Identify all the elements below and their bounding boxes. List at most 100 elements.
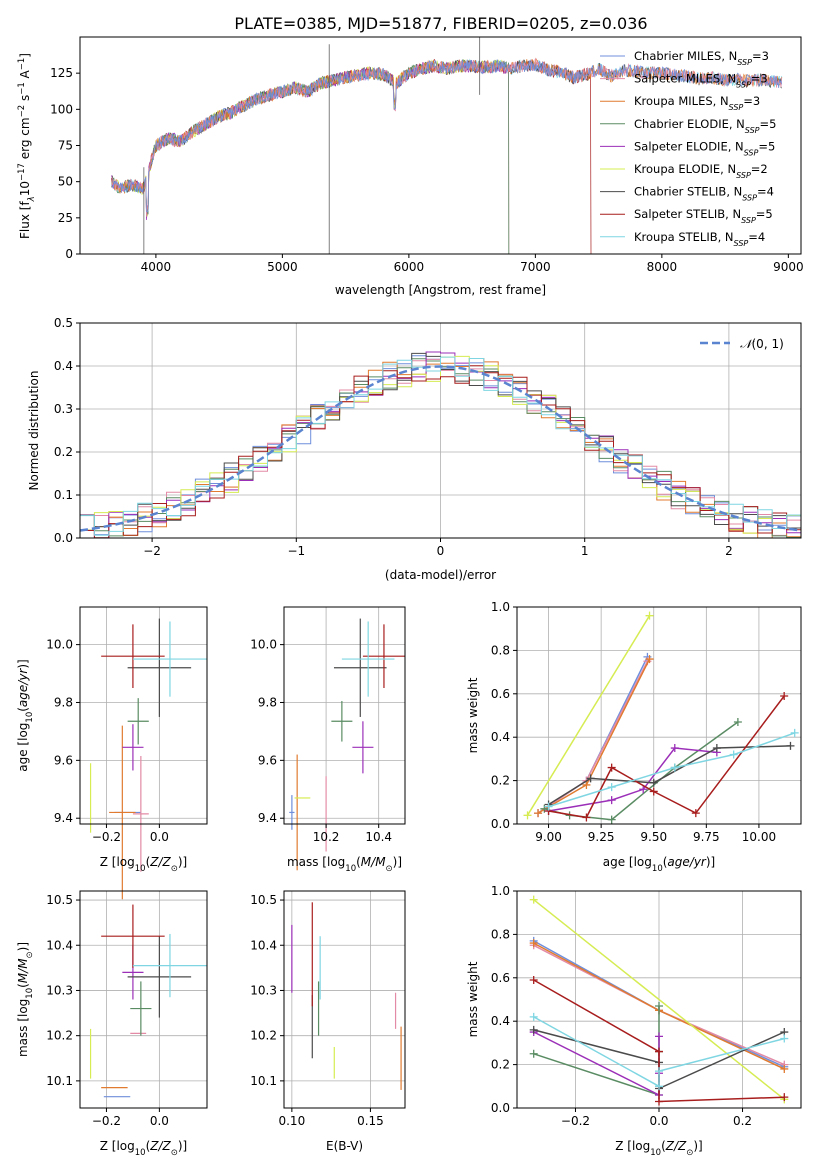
y-tick-label: 10.4 bbox=[250, 938, 277, 952]
label-part: ( bbox=[146, 1139, 151, 1153]
label-part: )] bbox=[393, 855, 402, 869]
label-part: )] bbox=[706, 855, 715, 869]
data-point bbox=[670, 744, 679, 753]
y-tick-label: 1.0 bbox=[491, 884, 510, 898]
y-tick-label: 25 bbox=[58, 211, 73, 225]
series-line bbox=[537, 658, 651, 814]
legend-sub: SSP bbox=[745, 125, 760, 134]
legend-text: Salpeter MILES, N bbox=[634, 72, 736, 86]
y-tick-label: 0.4 bbox=[491, 1014, 510, 1028]
x-tick-label: 10.4 bbox=[365, 830, 392, 844]
legend-count: =3 bbox=[752, 49, 769, 63]
x-tick-label: −1 bbox=[287, 544, 305, 558]
legend-count: =5 bbox=[758, 139, 775, 153]
y-tick-label: 0.4 bbox=[54, 359, 73, 373]
y-tick-label: 9.8 bbox=[258, 695, 277, 709]
x-tick-label: 0.0 bbox=[649, 1114, 668, 1128]
y-axis-label: mass [log10(M/M⊙)] bbox=[16, 942, 35, 1057]
legend-sub: SSP bbox=[744, 148, 759, 157]
data-point bbox=[655, 1047, 663, 1056]
axes-residuals: −2 −1 0 1 2 0.0 0.1 0.2 0.3 0.4 0.5 𝒩(0, 1) (data-mo… bbox=[27, 316, 802, 582]
series-line bbox=[537, 656, 649, 814]
label-part: Z/Z bbox=[149, 1139, 171, 1153]
series-line bbox=[533, 1016, 785, 1088]
plot-area bbox=[89, 904, 207, 1098]
legend-sub: SSP bbox=[729, 103, 744, 112]
legend-entry: Chabrier STELIB, NSSP=4 bbox=[634, 185, 774, 203]
histogram-steps bbox=[80, 365, 801, 538]
x-tick-label: 10.00 bbox=[742, 830, 776, 844]
data-point bbox=[529, 1049, 538, 1058]
plot-area bbox=[291, 902, 402, 1090]
x-tick-label: 2 bbox=[725, 544, 733, 558]
legend-text: (0, 1) bbox=[752, 337, 784, 351]
y-tick-label: 10.2 bbox=[46, 1029, 73, 1043]
legend-entry: Kroupa STELIB, NSSP=4 bbox=[634, 230, 765, 248]
label-part: )] bbox=[693, 1139, 702, 1153]
y-axis-label: age [log10(age/yr)] bbox=[16, 659, 35, 771]
legend-count: =2 bbox=[751, 162, 768, 176]
x-tick-label: −0.2 bbox=[561, 1114, 590, 1128]
data-point bbox=[540, 804, 549, 813]
label-part: ⊙ bbox=[171, 1148, 178, 1158]
data-point bbox=[523, 811, 532, 820]
plot-area bbox=[289, 618, 405, 871]
label-part: ] bbox=[18, 53, 32, 58]
label-part: M/M bbox=[16, 958, 30, 983]
series-line bbox=[526, 615, 651, 816]
data-point bbox=[607, 815, 616, 824]
legend-text: Chabrier MILES, N bbox=[634, 49, 737, 63]
x-tick-label: −0.2 bbox=[92, 830, 121, 844]
gaussian-curve bbox=[80, 365, 801, 532]
data-point bbox=[529, 1012, 538, 1021]
data-point bbox=[655, 1032, 663, 1041]
axes-spectrum: 4000 5000 6000 7000 8000 9000 0 25 50 75 100 125 wav… bbox=[17, 36, 804, 297]
plot-area bbox=[80, 351, 801, 538]
x-tick-label: 0.10 bbox=[278, 1114, 305, 1128]
label-part: ⊙ bbox=[386, 864, 393, 874]
y-tick-label: 1.0 bbox=[491, 600, 510, 614]
legend-sub: SSP bbox=[736, 80, 751, 89]
data-point bbox=[790, 728, 799, 737]
x-axis-label: wavelength [Angstrom, rest frame] bbox=[335, 283, 546, 297]
series-line bbox=[544, 721, 739, 821]
y-tick-label: 0.2 bbox=[491, 1058, 510, 1072]
label-part: ( bbox=[16, 983, 30, 988]
label-part: ( bbox=[16, 707, 30, 712]
label-part: 10 bbox=[25, 988, 35, 999]
label-part: λ bbox=[27, 196, 37, 202]
label-part: −1 bbox=[17, 58, 27, 71]
data-point bbox=[780, 1064, 789, 1073]
data-point bbox=[655, 1082, 663, 1091]
axes-frame bbox=[283, 890, 406, 1109]
data-point bbox=[786, 741, 795, 750]
data-point bbox=[733, 718, 742, 727]
x-axis-label: age [log10(age/yr)] bbox=[603, 855, 715, 874]
histogram-steps bbox=[80, 356, 801, 536]
x-axis-label: Z [log10(Z/Z⊙)] bbox=[615, 1139, 703, 1158]
legend-count: =3 bbox=[751, 72, 768, 86]
legend-entry: 𝒩(0, 1) bbox=[740, 337, 784, 351]
y-tick-label: 0.0 bbox=[491, 1101, 510, 1115]
label-part: Z/Z bbox=[149, 855, 171, 869]
y-tick-label: 9.4 bbox=[258, 811, 277, 825]
label-part: age/yr bbox=[16, 668, 30, 707]
y-axis-label: mass weight bbox=[466, 961, 480, 1037]
label-part: 10 bbox=[25, 712, 35, 723]
label-part: ⊙ bbox=[171, 864, 178, 874]
label-part: Flux [f bbox=[18, 201, 32, 239]
y-tick-label: 10.1 bbox=[250, 1074, 277, 1088]
label-part: A bbox=[18, 69, 32, 82]
data-point bbox=[529, 895, 538, 904]
y-tick-label: 10.4 bbox=[46, 938, 73, 952]
data-point bbox=[649, 778, 658, 787]
legend-entry: Salpeter STELIB, NSSP=5 bbox=[634, 207, 773, 225]
data-point bbox=[639, 785, 648, 794]
y-tick-label: 0.0 bbox=[491, 817, 510, 831]
series-line bbox=[533, 1006, 660, 1097]
label-part: s bbox=[18, 95, 32, 105]
data-point bbox=[655, 1097, 663, 1106]
legend-entry: Salpeter ELODIE, NSSP=5 bbox=[634, 139, 775, 157]
data-point bbox=[607, 763, 616, 772]
